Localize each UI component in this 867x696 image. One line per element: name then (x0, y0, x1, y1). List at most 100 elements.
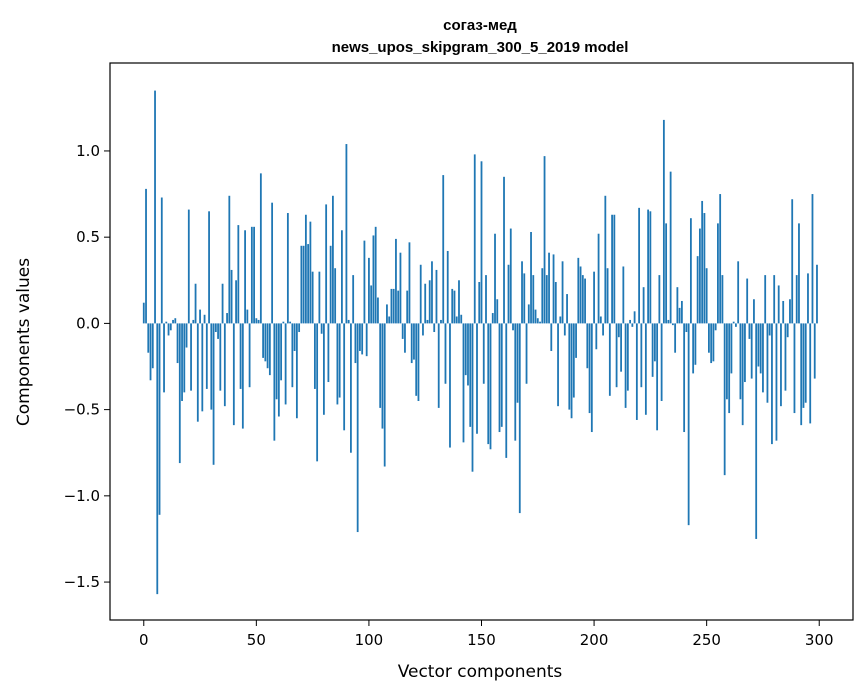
bar-82 (327, 323, 330, 383)
bar-122 (417, 323, 420, 401)
bar-115 (401, 323, 404, 339)
bar-281 (775, 323, 778, 441)
bar-162 (507, 264, 510, 324)
bar-179 (545, 275, 548, 324)
bar-109 (388, 316, 391, 324)
bar-244 (692, 323, 695, 374)
bar-103 (374, 226, 377, 324)
bar-96 (359, 323, 361, 351)
x-tick-label: 150 (467, 631, 496, 649)
bar-275 (762, 323, 764, 393)
bar-245 (694, 323, 697, 365)
bar-22 (192, 319, 195, 324)
bar-146 (471, 323, 474, 472)
bar-112 (395, 238, 397, 324)
bar-50 (255, 318, 258, 324)
bar-200 (593, 271, 595, 324)
bar-239 (680, 300, 683, 324)
bar-27 (203, 314, 206, 324)
bar-192 (575, 323, 577, 358)
bar-36 (223, 323, 226, 407)
bar-205 (604, 195, 607, 324)
bar-78 (318, 271, 321, 324)
x-tick-label: 300 (805, 631, 834, 649)
bar-195 (581, 275, 584, 324)
bar-138 (453, 290, 456, 324)
bar-246 (696, 256, 699, 324)
bar-16 (178, 323, 181, 464)
bar-217 (631, 323, 634, 327)
y-tick-label: 0.5 (76, 228, 100, 246)
bar-243 (689, 218, 692, 324)
bar-209 (613, 214, 616, 324)
bar-297 (811, 194, 814, 324)
bar-168 (521, 261, 523, 324)
x-tick-label: 250 (692, 631, 721, 649)
bar-259 (726, 323, 728, 400)
x-tick-label: 0 (139, 631, 149, 649)
x-tick-label: 100 (355, 631, 384, 649)
y-tick-label: −1.5 (64, 573, 100, 591)
bar-90 (345, 144, 348, 324)
bar-30 (210, 323, 213, 410)
bar-288 (791, 199, 794, 324)
bar-118 (408, 242, 411, 324)
bar-43 (239, 323, 242, 389)
bar-173 (532, 275, 535, 324)
bar-38 (228, 195, 231, 324)
bar-127 (428, 280, 431, 324)
bar-169 (523, 273, 526, 324)
chart-title: согаз-мед (443, 17, 517, 34)
bar-284 (782, 300, 785, 324)
y-axis-label: Components values (14, 258, 34, 426)
bar-62 (282, 321, 285, 324)
bar-293 (802, 323, 805, 408)
bar-144 (467, 323, 469, 386)
bar-254 (714, 323, 717, 331)
bar-177 (541, 268, 544, 324)
bar-3 (149, 323, 152, 381)
bar-93 (352, 275, 355, 324)
bar-72 (304, 214, 307, 324)
bar-236 (674, 323, 677, 353)
bar-224 (647, 209, 650, 324)
bar-159 (500, 323, 503, 427)
bar-272 (755, 323, 758, 539)
x-tick-label: 200 (580, 631, 609, 649)
bar-18 (183, 323, 186, 393)
bar-249 (703, 213, 706, 324)
bar-197 (586, 323, 589, 369)
bar-137 (451, 288, 454, 324)
bar-25 (199, 309, 201, 324)
bar-119 (410, 323, 413, 364)
y-tick-label: 1.0 (76, 142, 100, 160)
bar-68 (295, 323, 298, 419)
bar-208 (611, 214, 613, 324)
bar-269 (748, 323, 751, 339)
bar-26 (201, 323, 204, 412)
bar-149 (478, 282, 481, 324)
bar-201 (595, 323, 598, 350)
bar-202 (597, 233, 600, 324)
bar-46 (246, 309, 249, 324)
bar-193 (577, 257, 580, 324)
bar-131 (437, 323, 440, 408)
bar-140 (458, 280, 460, 324)
bar-241 (685, 323, 688, 333)
bar-126 (426, 319, 429, 324)
bar-67 (293, 323, 296, 351)
bar-264 (737, 261, 740, 324)
bar-294 (804, 323, 807, 403)
bar-76 (313, 323, 316, 389)
bar-248 (701, 200, 704, 324)
bar-172 (530, 231, 532, 324)
bar-199 (590, 323, 593, 433)
bar-180 (548, 252, 550, 324)
bar-155 (491, 313, 494, 324)
bar-75 (311, 271, 314, 324)
bar-188 (566, 294, 568, 324)
bar-298 (813, 323, 816, 379)
bar-228 (656, 323, 659, 431)
bar-184 (557, 323, 559, 407)
